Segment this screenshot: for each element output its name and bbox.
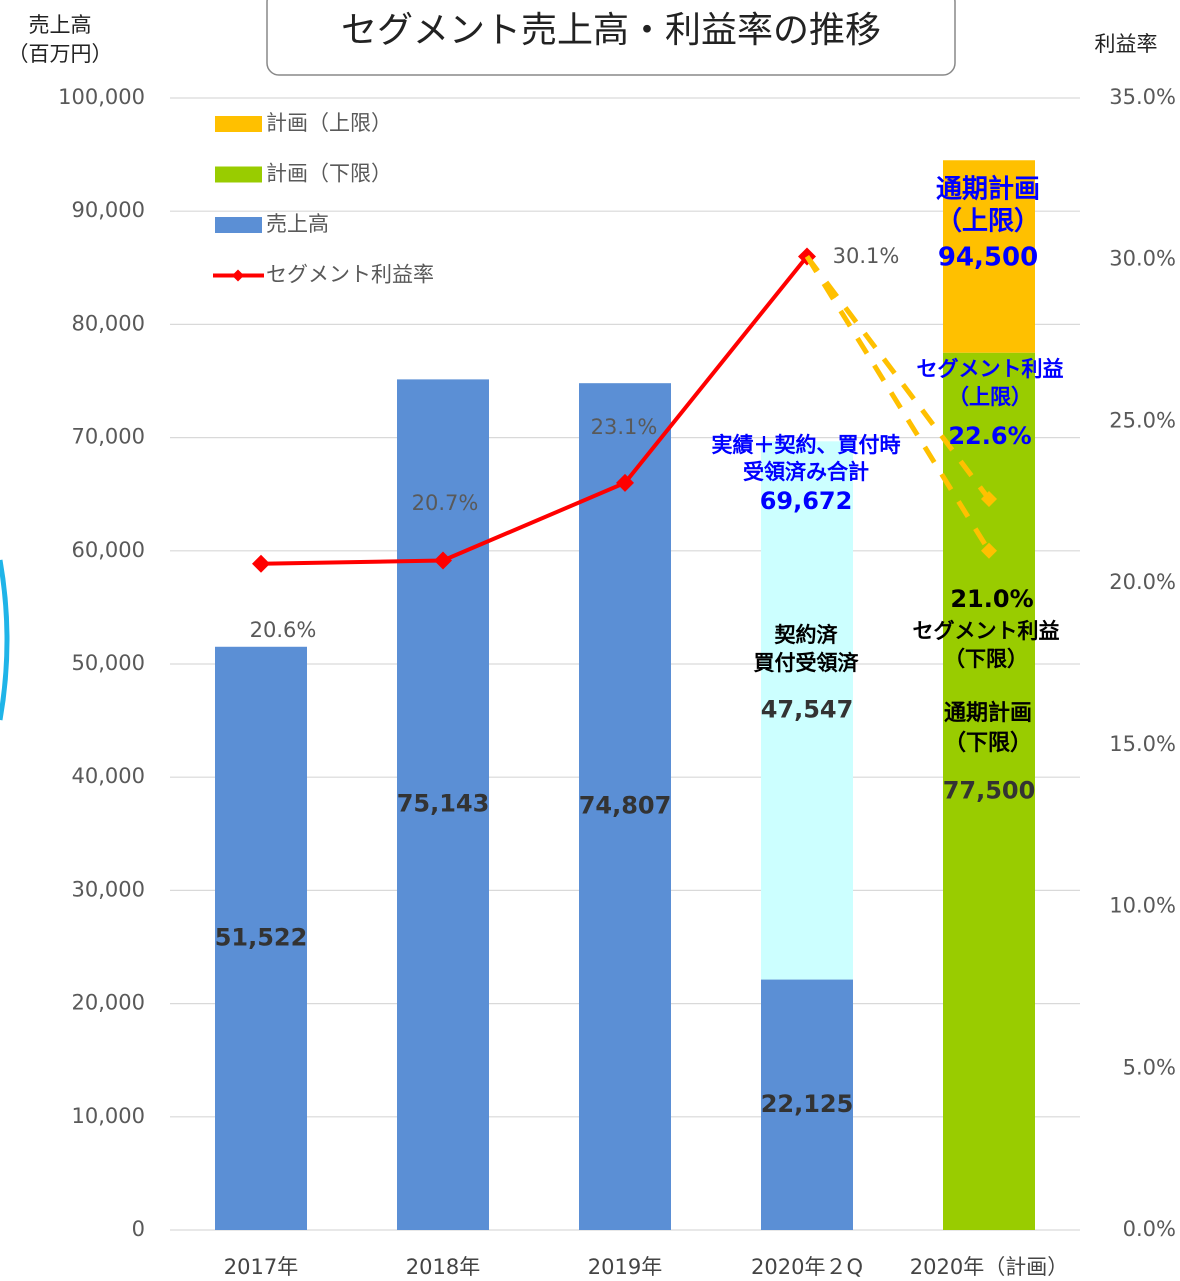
x-tick-label: 2018年: [406, 1255, 480, 1279]
line-marker: [981, 542, 997, 559]
annotation: 買付受領済: [754, 651, 860, 675]
y-tick-label: 80,000: [72, 311, 145, 335]
y-tick-label: 90,000: [72, 198, 145, 222]
bar: [397, 379, 489, 1230]
y-tick-label: 0: [132, 1217, 145, 1241]
line-value-label: 23.1%: [591, 415, 658, 439]
line-value-label: 20.7%: [412, 491, 479, 515]
bar-value-label: 47,547: [761, 695, 854, 723]
y2-tick-label: 15.0%: [1109, 732, 1176, 756]
annotation: 通期計画: [944, 700, 1032, 726]
bar-value-label: 51,522: [215, 923, 308, 951]
legend-marker: [232, 269, 244, 282]
line-value-label: 22.6%: [948, 422, 1031, 450]
x-tick-label: 2017年: [224, 1255, 298, 1279]
annotation: 94,500: [938, 243, 1038, 273]
line-value-label: 20.6%: [250, 618, 317, 642]
bar-value-label: 22,125: [761, 1090, 854, 1118]
y2-tick-label: 20.0%: [1109, 570, 1176, 594]
annotation: 69,672: [760, 487, 853, 515]
title-box: [266, 0, 956, 76]
annotation: 受領済み合計: [743, 460, 869, 484]
annotation: （下限）: [944, 647, 1028, 671]
annotation: 契約済: [774, 623, 839, 647]
annotation: 実績＋契約、買付時: [712, 433, 901, 457]
y-tick-label: 50,000: [72, 651, 145, 675]
legend-label: 計画（上限）: [266, 111, 392, 135]
line: [804, 255, 992, 553]
line-marker: [981, 491, 997, 508]
y2-tick-label: 35.0%: [1109, 85, 1176, 109]
bar-value-label: 75,143: [397, 790, 490, 818]
x-tick-label: 2020年２Q: [751, 1255, 863, 1279]
legend-swatch: [215, 166, 262, 183]
y-axis-label: （百万円）: [8, 42, 113, 66]
x-tick-label: 2019年: [588, 1255, 662, 1279]
y-tick-label: 40,000: [72, 764, 145, 788]
x-tick-label: 2020年（計画）: [910, 1255, 1068, 1279]
y2-tick-label: 30.0%: [1109, 247, 1176, 271]
line-marker: [616, 473, 634, 492]
line-marker: [434, 551, 452, 570]
bar-value-label: 77,500: [943, 776, 1036, 804]
y-axis-label: 売上高: [29, 13, 92, 37]
bar: [761, 441, 853, 980]
legend-swatch: [215, 116, 262, 132]
chart-title: セグメント売上高・利益率の推移: [341, 10, 881, 51]
bar: [943, 160, 1035, 353]
y-tick-label: 60,000: [72, 538, 145, 562]
y-tick-label: 10,000: [72, 1104, 145, 1128]
bar: [215, 646, 307, 1230]
annotation: （上限）: [948, 385, 1032, 409]
line-marker: [252, 554, 270, 573]
y-tick-label: 100,000: [58, 85, 145, 109]
legend-swatch: [215, 217, 262, 233]
legend-label: 計画（下限）: [266, 162, 392, 186]
y2-axis-label: 利益率: [1095, 32, 1158, 56]
annotation: （下限）: [944, 731, 1032, 756]
decoration-arc: [0, 559, 10, 721]
y2-tick-label: 25.0%: [1109, 408, 1176, 432]
line-value-label: 21.0%: [950, 585, 1033, 613]
bar-value-label: 74,807: [579, 792, 672, 820]
y-tick-label: 20,000: [72, 991, 145, 1015]
legend-label: セグメント利益率: [266, 263, 434, 287]
bar: [579, 383, 671, 1230]
annotation: セグメント利益: [917, 357, 1064, 381]
bar: [761, 979, 853, 1230]
y2-tick-label: 5.0%: [1123, 1055, 1176, 1079]
annotation: 通期計画: [936, 174, 1040, 205]
line: [260, 255, 809, 566]
line-value-label: 30.1%: [833, 244, 900, 268]
y-tick-label: 30,000: [72, 877, 145, 901]
annotation: セグメント利益: [913, 619, 1060, 643]
annotation: （上限）: [936, 207, 1040, 237]
legend-label: 売上高: [266, 212, 329, 236]
y2-tick-label: 10.0%: [1109, 894, 1176, 918]
y2-tick-label: 0.0%: [1123, 1217, 1176, 1241]
y-tick-label: 70,000: [72, 425, 145, 449]
